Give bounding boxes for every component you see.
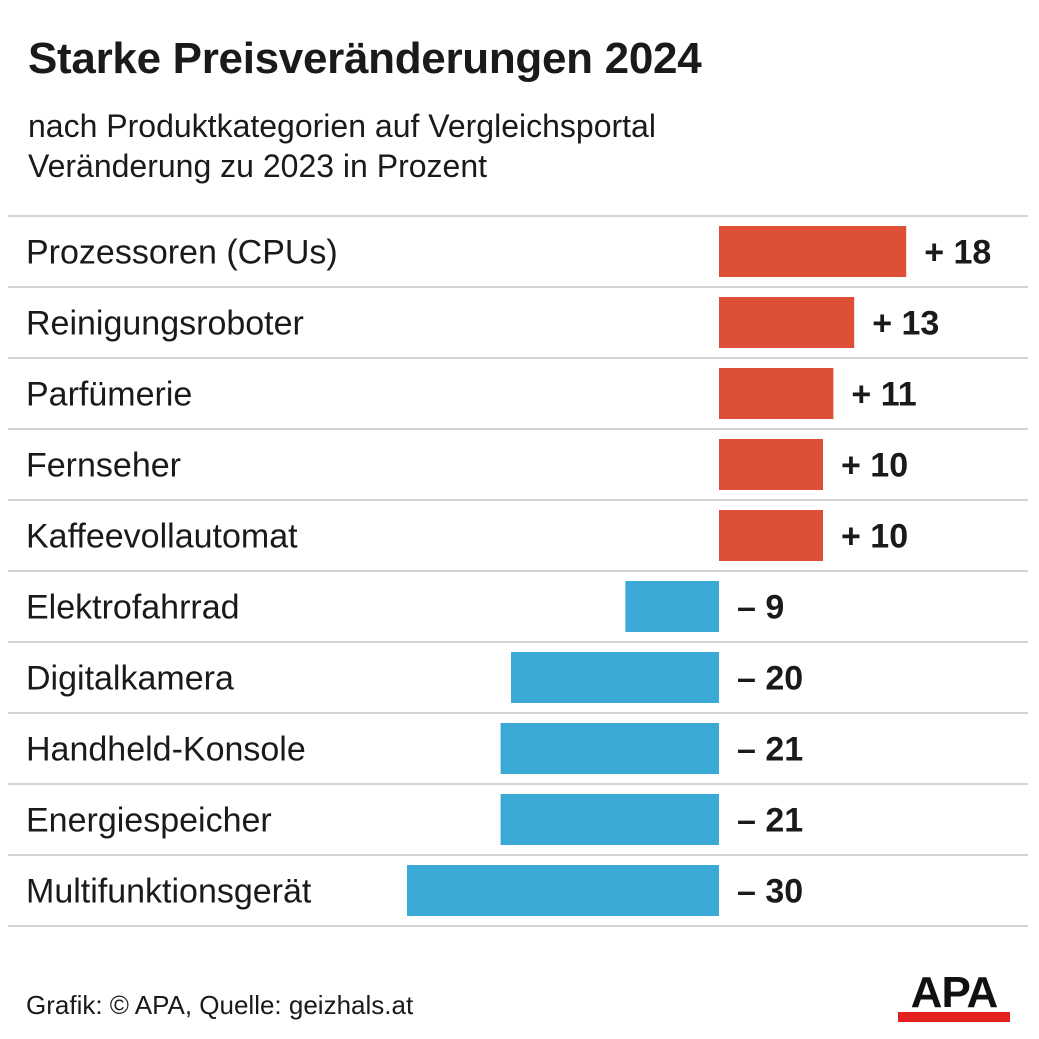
value-label: – 21 [737, 731, 803, 769]
bar [625, 581, 719, 632]
bar [719, 439, 823, 490]
bar [500, 723, 719, 774]
category-label: Digitalkamera [26, 660, 234, 698]
chart-subtitle: nach Produktkategorien auf Vergleichspor… [28, 108, 656, 144]
source-credit: Grafik: © APA, Quelle: geizhals.at [26, 990, 414, 1020]
apa-logo: APA [898, 968, 1010, 1024]
category-label: Fernseher [26, 447, 181, 485]
bar [407, 865, 719, 916]
bar [719, 510, 823, 561]
bar [719, 297, 855, 348]
category-label: Kaffeevollautomat [26, 518, 298, 556]
bar [719, 226, 907, 277]
value-label: + 13 [872, 305, 939, 343]
category-label: Elektrofahrrad [26, 589, 240, 627]
apa-logo-text: APA [910, 968, 999, 1017]
value-label: + 18 [924, 234, 991, 272]
chart-title: Starke Preisveränderungen 2024 [28, 34, 702, 83]
value-label: + 11 [851, 376, 916, 414]
bar [511, 652, 719, 703]
category-label: Prozessoren (CPUs) [26, 234, 338, 272]
bar [500, 794, 719, 845]
category-label: Energiespeicher [26, 802, 272, 840]
value-label: + 10 [841, 518, 908, 556]
value-label: – 30 [737, 873, 803, 911]
apa-logo-bar [898, 1012, 1010, 1022]
category-label: Multifunktionsgerät [26, 873, 312, 911]
bar [719, 368, 834, 419]
value-label: – 9 [737, 589, 784, 627]
category-label: Parfümerie [26, 376, 192, 414]
value-label: – 21 [737, 802, 803, 840]
value-label: – 20 [737, 660, 803, 698]
value-label: + 10 [841, 447, 908, 485]
chart-unit-note: Veränderung zu 2023 in Prozent [28, 148, 487, 184]
category-label: Reinigungsroboter [26, 305, 304, 343]
category-label: Handheld-Konsole [26, 731, 306, 769]
